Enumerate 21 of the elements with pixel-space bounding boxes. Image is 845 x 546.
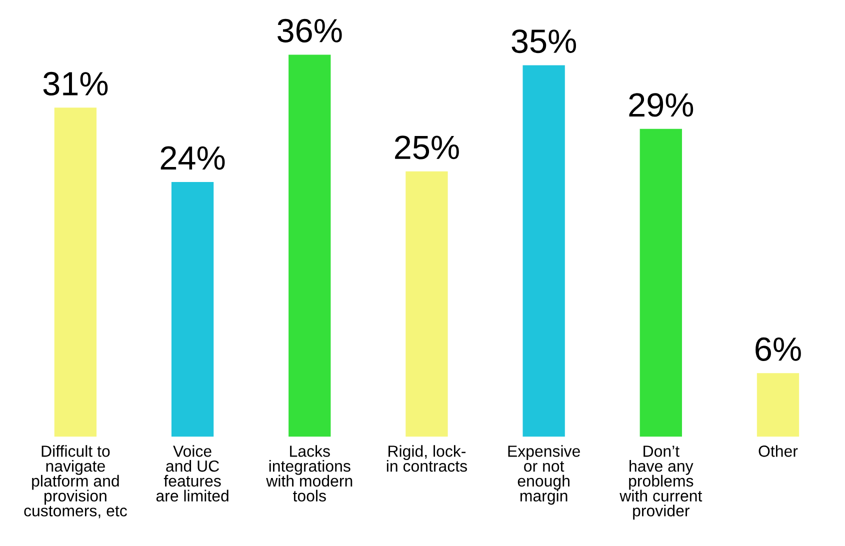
data-label: 36% (278, 18, 342, 42)
data-label: 24% (160, 146, 225, 170)
x-tick-label: Rigid, lock- in contracts (386, 445, 467, 472)
data-label: 29% (629, 93, 694, 117)
bar (288, 54, 331, 437)
bar (756, 373, 800, 437)
x-tick-label: Voice and UC features are limited (156, 445, 228, 502)
x-tick-label: Other (758, 445, 798, 457)
x-tick-label: Difficult to navigate platform and provision customers, etc (24, 445, 127, 518)
x-tick-label: Don’t have any problems with current provider (620, 446, 702, 520)
data-label: 35% (512, 29, 576, 54)
bar (171, 182, 214, 437)
data-label: 31% (43, 72, 108, 96)
x-tick-label: Lacks integrations with modern tools (266, 445, 352, 502)
data-label: 6% (756, 337, 801, 361)
bar (640, 128, 682, 437)
bar (522, 65, 565, 437)
bar (54, 108, 97, 437)
x-tick-label: Expensive or not enough margin (508, 445, 580, 505)
bar (406, 171, 448, 437)
data-label: 25% (395, 136, 459, 160)
